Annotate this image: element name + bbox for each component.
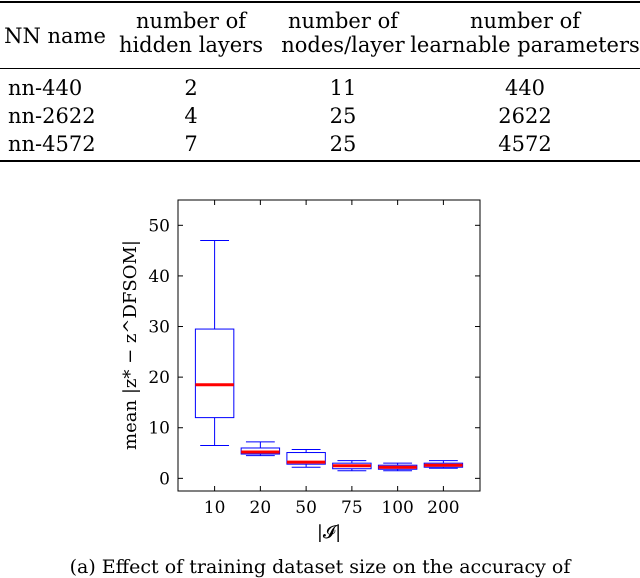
box-plot-chart: 0 10 20 30 40 50 10 20 50 75 100 200 mean |z* − z^… — [120, 199, 481, 543]
y-tick-label: 30 — [148, 318, 170, 338]
header-text: learnable parameters — [410, 33, 640, 57]
table-cell: nn-440 — [8, 76, 83, 100]
x-tick-label: 10 — [204, 498, 226, 518]
table-top-rule — [0, 1, 640, 3]
figure-caption: (a) Effect of training dataset size on t… — [69, 556, 571, 578]
x-tick-label: 20 — [250, 498, 272, 518]
x-tick-label: 100 — [381, 498, 413, 518]
x-tick-label: 200 — [427, 498, 459, 518]
box-iqr — [286, 452, 326, 465]
header-text: number of — [136, 9, 246, 33]
header-text: number of — [470, 9, 580, 33]
header-text: NN name — [4, 24, 106, 48]
header-nn-name: NN name — [0, 24, 110, 48]
table-cell: nn-2622 — [8, 104, 96, 128]
box-75 — [332, 460, 372, 472]
table-cell: 4572 — [498, 132, 552, 156]
header-text: number of — [288, 9, 398, 33]
y-tick-label: 0 — [159, 469, 170, 489]
y-tick-label: 20 — [148, 368, 170, 388]
box-100 — [377, 462, 418, 472]
table-cell: 25 — [329, 104, 357, 128]
x-axis: 10 20 50 75 100 200 — [204, 200, 460, 518]
x-tick-label: 50 — [295, 498, 317, 518]
header-nodes-layer: number of nodes/layer — [278, 9, 408, 57]
header-text: hidden layers — [118, 33, 264, 57]
y-tick-label: 10 — [148, 419, 170, 439]
header-learnable-params: number of learnable parameters — [410, 9, 640, 57]
y-axis: 0 10 20 30 40 50 — [148, 216, 480, 489]
y-tick-label: 40 — [148, 267, 170, 287]
table-cell: nn-4572 — [8, 132, 96, 156]
box-iqr — [194, 328, 235, 419]
table-bottom-rule — [0, 160, 640, 162]
box-10 — [194, 239, 235, 446]
table-cell: 440 — [504, 76, 546, 100]
y-axis-label: mean |z* − z^DFSOM| — [120, 240, 141, 450]
header-text: nodes/layer — [281, 33, 405, 57]
boxes — [194, 239, 464, 472]
table-cell: 2622 — [498, 104, 552, 128]
table-cell: 25 — [329, 132, 357, 156]
table-cell: 7 — [184, 132, 198, 156]
header-hidden-layers: number of hidden layers — [115, 9, 267, 57]
x-axis-label: |𝓘| — [317, 522, 341, 543]
box-20 — [240, 441, 281, 457]
table-mid-rule — [0, 68, 640, 69]
box-50 — [286, 449, 326, 468]
y-tick-label: 50 — [148, 216, 170, 236]
table-cell: 2 — [184, 76, 198, 100]
plot-frame — [177, 199, 481, 492]
table-cell: 11 — [329, 76, 357, 100]
table-cell: 4 — [184, 104, 198, 128]
x-tick-label: 75 — [341, 498, 363, 518]
box-200 — [423, 460, 464, 469]
